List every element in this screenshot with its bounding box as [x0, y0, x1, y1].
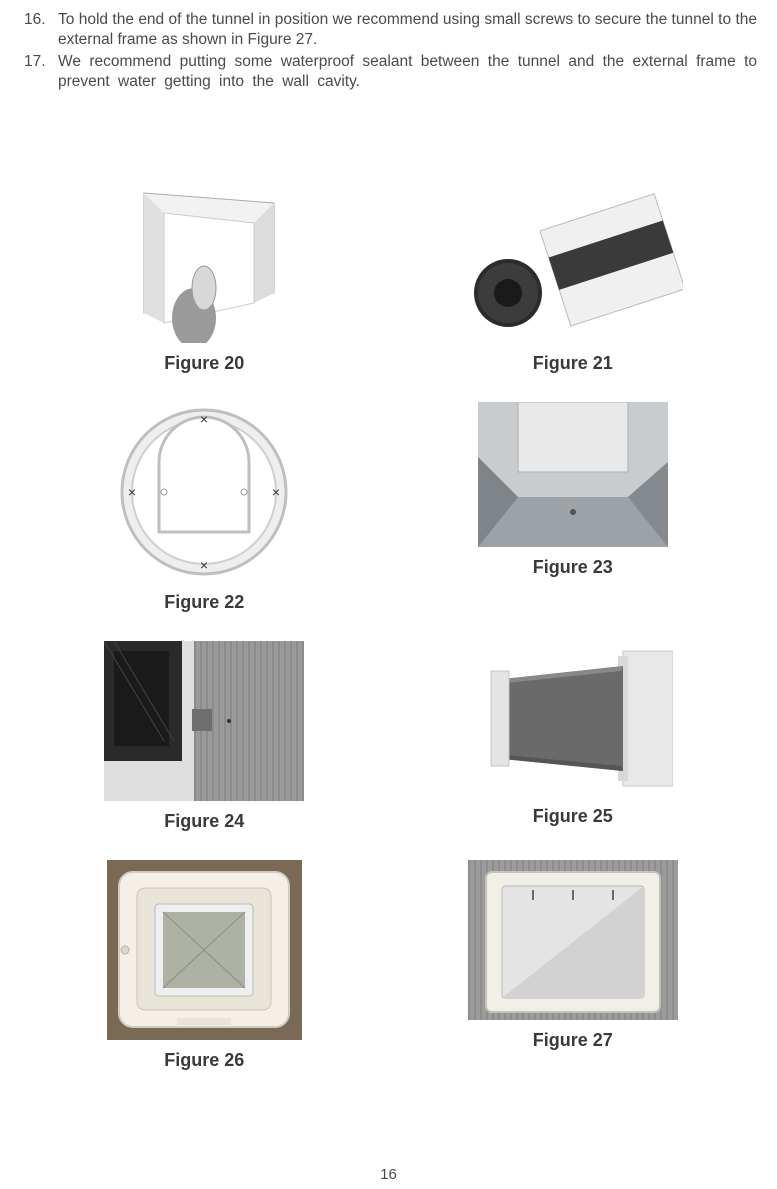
svg-text:×: × — [200, 557, 208, 573]
svg-text:×: × — [272, 484, 280, 500]
instruction-text: We recommend putting some waterproof sea… — [58, 52, 757, 92]
figure-23: Figure 23 — [478, 402, 668, 613]
instruction-list: 16. To hold the end of the tunnel in pos… — [0, 0, 777, 93]
figure-27-image — [468, 860, 678, 1020]
figure-20-label: Figure 20 — [164, 353, 244, 374]
figures-grid: Figure 20 Figure 21 × × × × Figure 22 Figur… — [0, 183, 777, 1071]
figure-26-label: Figure 26 — [164, 1050, 244, 1071]
figure-22-label: Figure 22 — [164, 592, 244, 613]
figure-25: Figure 25 — [473, 641, 673, 832]
figure-27-label: Figure 27 — [533, 1030, 613, 1051]
figure-23-label: Figure 23 — [533, 557, 613, 578]
figure-24: Figure 24 — [104, 641, 304, 832]
figure-21: Figure 21 — [463, 183, 683, 374]
figure-26-image — [107, 860, 302, 1040]
figure-24-label: Figure 24 — [164, 811, 244, 832]
figure-26: Figure 26 — [107, 860, 302, 1071]
instruction-item-17: 17. We recommend putting some waterproof… — [20, 52, 757, 92]
page-number: 16 — [0, 1166, 777, 1183]
figure-23-image — [478, 402, 668, 547]
instruction-item-16: 16. To hold the end of the tunnel in pos… — [20, 10, 757, 50]
instruction-number: 17. — [20, 52, 58, 92]
figure-24-image — [104, 641, 304, 801]
svg-text:×: × — [200, 411, 208, 427]
figure-25-label: Figure 25 — [533, 806, 613, 827]
figure-21-label: Figure 21 — [533, 353, 613, 374]
svg-text:×: × — [128, 484, 136, 500]
figure-21-image — [463, 183, 683, 343]
figure-25-image — [473, 641, 673, 796]
figure-22: × × × × Figure 22 — [114, 402, 294, 613]
instruction-number: 16. — [20, 10, 58, 50]
figure-20: Figure 20 — [104, 183, 304, 374]
figure-20-image — [104, 183, 304, 343]
instruction-text: To hold the end of the tunnel in positio… — [58, 10, 757, 50]
figure-22-image: × × × × — [114, 402, 294, 582]
figure-27: Figure 27 — [468, 860, 678, 1071]
